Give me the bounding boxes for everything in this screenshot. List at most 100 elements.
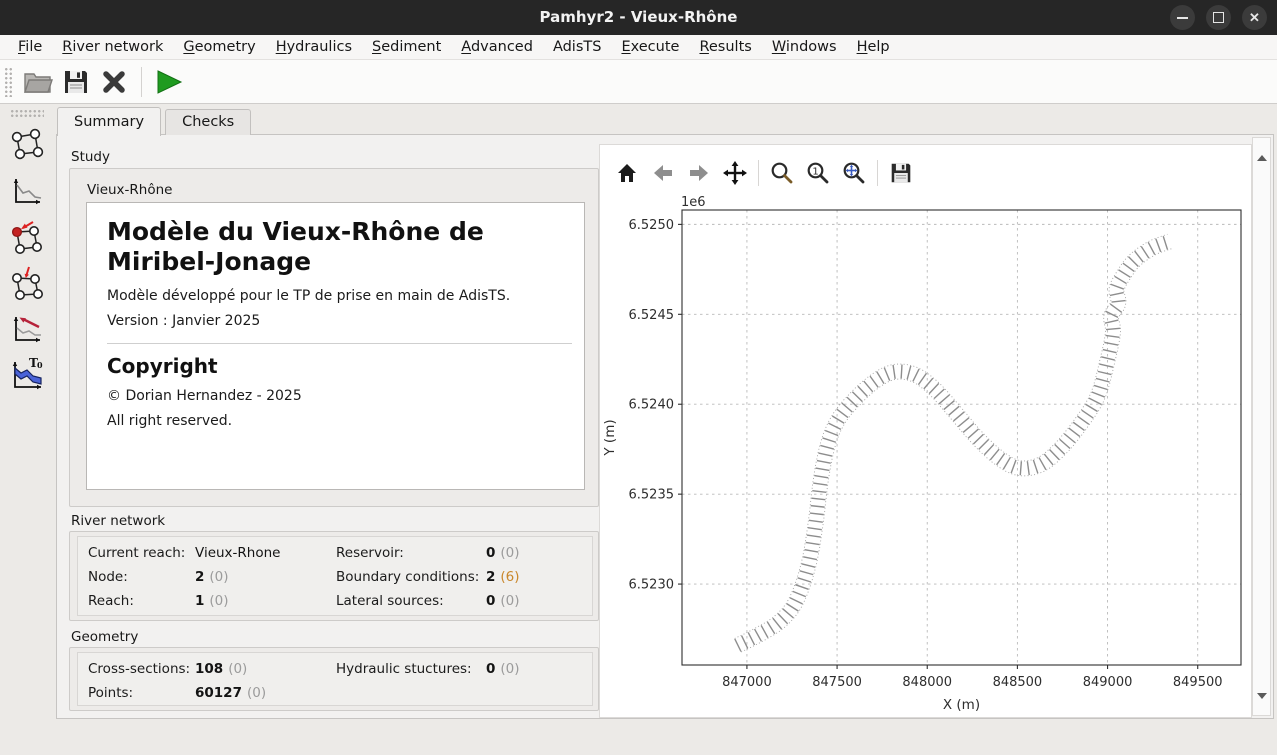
svg-text:6.5245: 6.5245 — [629, 308, 675, 323]
vertical-scrollbar[interactable] — [1252, 137, 1271, 716]
stat-label: Reach: — [88, 593, 134, 609]
river-network-group-label: River network — [71, 513, 166, 529]
plot-zoom-fit-button[interactable] — [837, 157, 871, 189]
menu-advanced[interactable]: Advanced — [461, 39, 533, 55]
study-description-area[interactable]: Modèle du Vieux-Rhône de Miribel-Jonage … — [86, 202, 585, 490]
tabbar: Summary Checks — [57, 107, 252, 136]
stat-column: Hydraulic stuctures: 0 (0) — [336, 661, 582, 697]
stat-column: Cross-sections: 108 (0) Points: 60127 (0) — [88, 661, 336, 701]
initial-conditions-tool[interactable]: T 0 — [5, 353, 49, 397]
menu-file[interactable]: File — [18, 39, 43, 55]
maximize-button[interactable] — [1206, 5, 1231, 30]
svg-text:848000: 848000 — [902, 675, 952, 690]
svg-text:Y (m): Y (m) — [602, 419, 618, 456]
plot-forward-button[interactable] — [682, 157, 716, 189]
close-button[interactable]: ✕ — [1242, 5, 1267, 30]
reach-group-label: Vieux-Rhône — [87, 182, 173, 198]
geometry-group-label: Geometry — [71, 629, 139, 645]
stat-value: 0 — [486, 593, 496, 609]
copyright-heading: Copyright — [107, 354, 218, 378]
stat-label: Node: — [88, 569, 128, 585]
chart-arrow-icon — [13, 317, 41, 343]
hydraulic-curve-tool[interactable] — [5, 307, 49, 351]
svg-text:6.5250: 6.5250 — [629, 218, 675, 233]
boundary-node-tool[interactable] — [5, 215, 49, 259]
menu-results[interactable]: Results — [699, 39, 752, 55]
stat-value: 60127 — [195, 685, 242, 701]
svg-text:X (m): X (m) — [943, 697, 980, 713]
stat-extra-count: (6) — [500, 569, 520, 585]
stat-label: Lateral sources: — [336, 593, 444, 609]
plot-zoom-rect-button[interactable] — [765, 157, 799, 189]
menu-help[interactable]: Help — [856, 39, 890, 55]
river-network-stats: Current reach: Vieux-Rhone Node: 2 (0) Reach:… — [77, 536, 593, 616]
svg-text:6.5230: 6.5230 — [629, 578, 675, 593]
open-study-button[interactable] — [19, 64, 57, 100]
stat-row: Lateral sources: 0 (0) — [336, 593, 582, 609]
stat-column: Current reach: Vieux-Rhone Node: 2 (0) Reach:… — [88, 545, 336, 609]
menu-execute[interactable]: Execute — [621, 39, 680, 55]
stat-value: 2 — [486, 569, 496, 585]
stat-row: Hydraulic stuctures: 0 (0) — [336, 661, 582, 677]
menu-geometry[interactable]: Geometry — [183, 39, 256, 55]
stat-row: Node: 2 (0) — [88, 569, 336, 585]
svg-text:849000: 849000 — [1083, 675, 1133, 690]
window-controls: ✕ — [1170, 5, 1267, 30]
arrow-right-icon — [690, 165, 708, 181]
plot-zoom-original-button[interactable]: 1 — [801, 157, 835, 189]
toolbar-separator — [141, 66, 142, 97]
tab-summary[interactable]: Summary — [57, 107, 162, 136]
plot-save-button[interactable] — [884, 157, 918, 189]
stat-extra-count: (0) — [500, 545, 520, 561]
stat-row: Current reach: Vieux-Rhone — [88, 545, 336, 561]
play-icon — [157, 69, 183, 94]
menu-windows[interactable]: Windows — [771, 39, 837, 55]
plot-toolbar: 1 — [610, 157, 918, 189]
close-x-icon — [103, 70, 125, 93]
lateral-source-tool[interactable] — [5, 261, 49, 305]
stat-value: 108 — [195, 661, 224, 677]
run-solver-button[interactable] — [150, 64, 188, 100]
stat-label: Hydraulic stuctures: — [336, 661, 472, 677]
stat-extra-count: (0) — [500, 661, 520, 677]
stat-row: Boundary conditions: 2 (6) — [336, 569, 582, 585]
stat-value: 0 — [486, 661, 496, 677]
stat-extra-count: (0) — [209, 569, 229, 585]
menu-sediment[interactable]: Sediment — [372, 39, 442, 55]
river-network-tool[interactable] — [5, 123, 49, 167]
river-network-chart[interactable]: 847000 847500 848000 848500 849000 849500 6.52… — [601, 195, 1251, 715]
stat-label: Boundary conditions: — [336, 569, 480, 585]
stat-row: Cross-sections: 108 (0) — [88, 661, 336, 677]
svg-text:847000: 847000 — [722, 675, 772, 690]
plot-pan-button[interactable] — [718, 157, 752, 189]
plot-back-button[interactable] — [646, 157, 680, 189]
copyright-rights: All right reserved. — [107, 413, 233, 429]
geometry-group-box: Cross-sections: 108 (0) Points: 60127 (0) Hydr… — [69, 647, 599, 711]
stat-extra-count: (0) — [209, 593, 229, 609]
scrollbar-up-button[interactable] — [1253, 139, 1270, 161]
minimize-button[interactable] — [1170, 5, 1195, 30]
tab-checks[interactable]: Checks — [165, 109, 252, 135]
close-study-button[interactable] — [95, 64, 133, 100]
scrollbar-down-button[interactable] — [1253, 692, 1270, 714]
floppy-disk-icon — [65, 70, 87, 93]
menu-river-network[interactable]: River network — [62, 39, 164, 55]
svg-text:849500: 849500 — [1173, 675, 1223, 690]
menu-adists[interactable]: AdisTS — [552, 39, 602, 55]
close-icon: ✕ — [1249, 10, 1260, 25]
plot-home-button[interactable] — [610, 157, 644, 189]
toolbar-drag-handle[interactable] — [4, 66, 13, 97]
arrow-left-icon — [654, 165, 672, 181]
river-network-group-box: Current reach: Vieux-Rhone Node: 2 (0) Reach:… — [69, 531, 599, 621]
window-title: Pamhyr2 - Vieux-Rhône — [539, 8, 738, 26]
magnifier-icon — [771, 162, 793, 184]
svg-text:847500: 847500 — [812, 675, 862, 690]
divider — [107, 343, 572, 344]
stat-label: Current reach: — [88, 545, 186, 561]
menu-hydraulics[interactable]: Hydraulics — [275, 39, 352, 55]
side-toolbar-drag-handle[interactable] — [10, 109, 44, 118]
main-toolbar — [0, 60, 1277, 104]
save-study-button[interactable] — [57, 64, 95, 100]
geometry-profile-tool[interactable] — [5, 169, 49, 213]
